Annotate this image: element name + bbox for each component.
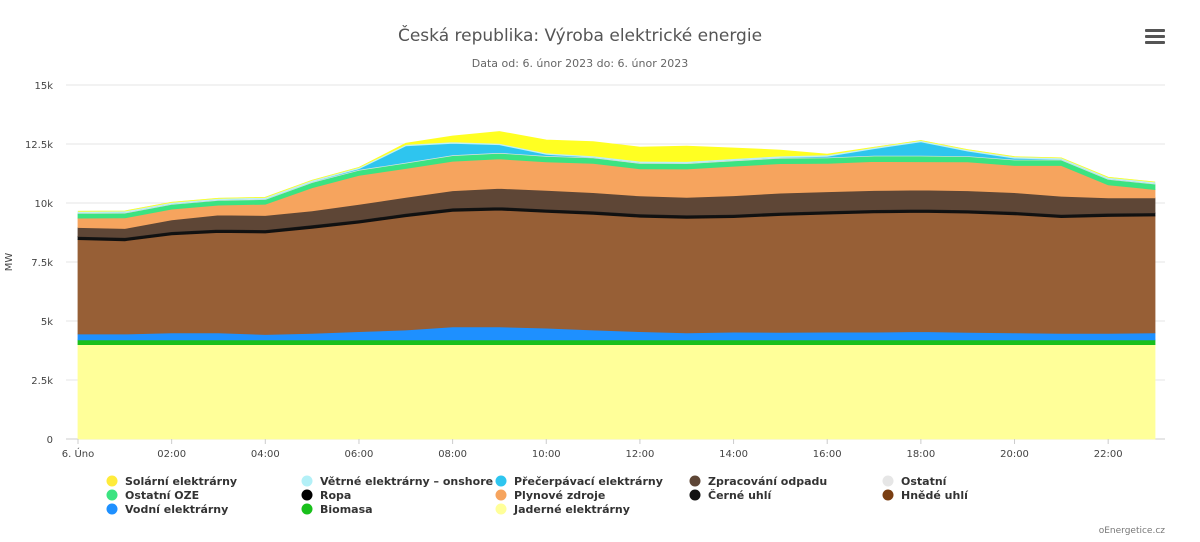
hamburger-menu-icon[interactable] xyxy=(1142,26,1168,50)
x-tick-label: 18:00 xyxy=(906,449,935,460)
legend-marker xyxy=(495,489,507,501)
legend-item[interactable]: Zpracování odpadu xyxy=(689,475,828,488)
legend-label: Vodní elektrárny xyxy=(125,503,228,516)
legend-item[interactable]: Ropa xyxy=(301,489,352,502)
legend-label: Ostatní xyxy=(901,475,948,488)
legend-marker xyxy=(882,489,894,501)
legend-label: Plynové zdroje xyxy=(514,489,605,502)
legend-label: Zpracování odpadu xyxy=(708,475,827,488)
legend-item[interactable]: Solární elektrárny xyxy=(106,475,238,488)
y-axis-ticks: 0 2.5k 5k 7.5k 10k 12.5k 15k xyxy=(25,81,53,446)
x-tick-label: 10:00 xyxy=(532,449,561,460)
legend-marker xyxy=(689,489,701,501)
legend-label: Hnědé uhlí xyxy=(901,489,969,502)
legend-label: Biomasa xyxy=(320,503,373,516)
menu-bar xyxy=(1145,41,1165,44)
chart-title: Česká republika: Výroba elektrické energ… xyxy=(398,24,762,46)
legend-item[interactable]: Černé uhlí xyxy=(689,489,773,502)
area-jadern-elektr-rny[interactable] xyxy=(77,344,1156,440)
legend-label: Přečerpávací elektrárny xyxy=(514,475,663,488)
legend-marker xyxy=(301,475,313,487)
chart-subtitle: Data od: 6. únor 2023 do: 6. únor 2023 xyxy=(472,57,688,70)
legend-label: Jaderné elektrárny xyxy=(513,503,630,516)
y-tick-label: 10k xyxy=(34,199,53,210)
legend-item[interactable]: Plynové zdroje xyxy=(495,489,606,502)
legend-item[interactable]: Jaderné elektrárny xyxy=(495,503,630,516)
x-tick-label: 08:00 xyxy=(438,449,467,460)
credit-text[interactable]: oEnergetice.cz xyxy=(1099,526,1166,536)
area-biomasa[interactable] xyxy=(77,339,1156,345)
x-tick-label: 14:00 xyxy=(719,449,748,460)
x-axis-ticks: 6. Úno 02:00 04:00 06:00 08:00 10:00 12:00 14:0… xyxy=(62,439,1123,460)
x-tick-label: 06:00 xyxy=(345,449,374,460)
legend-marker xyxy=(882,475,894,487)
stacked-areas xyxy=(77,131,1156,440)
legend-marker xyxy=(495,503,507,515)
x-tick-label: 04:00 xyxy=(251,449,280,460)
legend-label: Ropa xyxy=(320,489,351,502)
legend-marker xyxy=(301,489,313,501)
legend-label: Ostatní OZE xyxy=(125,489,199,502)
x-tick-label: 20:00 xyxy=(1000,449,1029,460)
x-tick-label: 02:00 xyxy=(157,449,186,460)
legend-marker xyxy=(106,503,118,515)
y-tick-label: 7.5k xyxy=(31,258,53,269)
menu-bar xyxy=(1145,29,1165,32)
y-tick-label: 12.5k xyxy=(25,140,53,151)
legend-marker xyxy=(106,489,118,501)
x-tick-label: 6. Úno xyxy=(62,447,95,460)
legend-item[interactable]: Hnědé uhlí xyxy=(882,489,970,502)
legend-item[interactable]: Ostatní xyxy=(882,475,948,488)
legend-item[interactable]: Větrné elektrárny – onshore xyxy=(301,475,494,488)
legend-marker xyxy=(495,475,507,487)
x-tick-label: 16:00 xyxy=(813,449,842,460)
y-tick-label: 5k xyxy=(41,317,53,328)
area-sol-rn-elektr-rny[interactable] xyxy=(77,131,1156,212)
legend-item[interactable]: Ostatní OZE xyxy=(106,489,200,502)
y-axis-title: MW xyxy=(4,253,15,272)
legend-marker xyxy=(689,475,701,487)
y-tick-label: 15k xyxy=(34,81,53,92)
x-tick-label: 12:00 xyxy=(625,449,654,460)
legend-label: Černé uhlí xyxy=(708,489,773,502)
legend: Solární elektrárny Větrné elektrárny – on… xyxy=(106,475,970,516)
menu-bar xyxy=(1145,35,1165,38)
y-tick-label: 0 xyxy=(47,435,53,446)
legend-marker xyxy=(301,503,313,515)
legend-label: Solární elektrárny xyxy=(125,475,237,488)
legend-label: Větrné elektrárny – onshore xyxy=(320,475,493,488)
y-tick-label: 2.5k xyxy=(31,376,53,387)
legend-marker xyxy=(106,475,118,487)
x-tick-label: 22:00 xyxy=(1094,449,1123,460)
legend-item[interactable]: Vodní elektrárny xyxy=(106,503,229,516)
legend-item[interactable]: Biomasa xyxy=(301,503,373,516)
legend-item[interactable]: Přečerpávací elektrárny xyxy=(495,475,663,488)
